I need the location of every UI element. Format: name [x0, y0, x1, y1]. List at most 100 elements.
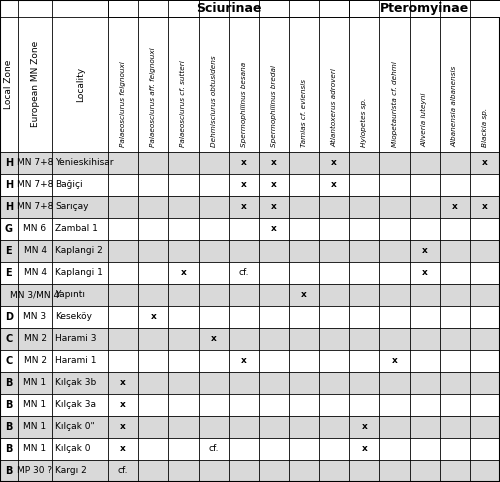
Bar [0, 152, 18, 174]
Bar [319, 284, 350, 306]
Text: Palaeosciurus feignouxi: Palaeosciurus feignouxi [120, 61, 126, 147]
Bar [0, 0, 18, 17]
Bar [440, 174, 470, 196]
Bar [18, 460, 52, 482]
Text: x: x [150, 312, 156, 321]
Bar [52, 17, 108, 152]
Text: MN 1: MN 1 [24, 422, 46, 431]
Text: x: x [482, 159, 488, 167]
Bar [168, 284, 198, 306]
Bar [350, 0, 500, 17]
Bar [52, 350, 108, 372]
Bar [198, 17, 228, 152]
Bar [18, 438, 52, 460]
Bar [350, 0, 380, 17]
Bar [259, 218, 289, 240]
Text: Kılçak 0": Kılçak 0" [55, 422, 94, 431]
Bar [228, 0, 259, 17]
Text: MN 3: MN 3 [24, 312, 46, 321]
Bar [52, 416, 108, 438]
Bar [350, 328, 380, 350]
Bar [0, 372, 18, 394]
Text: C: C [5, 334, 12, 344]
Text: Harami 3: Harami 3 [55, 335, 96, 344]
Bar [289, 174, 319, 196]
Bar [108, 152, 138, 174]
Text: Locality: Locality [76, 67, 84, 102]
Bar [380, 328, 410, 350]
Bar [168, 416, 198, 438]
Bar [440, 394, 470, 416]
Bar [289, 262, 319, 284]
Bar [168, 196, 198, 218]
Bar [289, 460, 319, 482]
Bar [108, 284, 138, 306]
Bar [259, 152, 289, 174]
Bar [350, 372, 380, 394]
Text: x: x [362, 444, 367, 454]
Text: Kaplangi 2: Kaplangi 2 [55, 246, 102, 255]
Bar [470, 394, 500, 416]
Bar [319, 328, 350, 350]
Bar [138, 17, 168, 152]
Bar [138, 416, 168, 438]
Bar [380, 262, 410, 284]
Bar [0, 306, 18, 328]
Bar [228, 218, 259, 240]
Bar [259, 0, 289, 17]
Bar [108, 240, 138, 262]
Text: x: x [120, 422, 126, 431]
Bar [138, 284, 168, 306]
Bar [380, 394, 410, 416]
Bar [289, 0, 319, 17]
Text: MN 4: MN 4 [24, 246, 46, 255]
Bar [350, 394, 380, 416]
Text: B: B [5, 466, 12, 476]
Bar [410, 174, 440, 196]
Bar [470, 416, 500, 438]
Bar [18, 0, 52, 17]
Text: E: E [6, 268, 12, 278]
Text: x: x [241, 180, 246, 189]
Text: x: x [271, 159, 277, 167]
Bar [228, 152, 259, 174]
Bar [470, 218, 500, 240]
Bar [350, 152, 380, 174]
Text: MN 1: MN 1 [24, 444, 46, 454]
Bar [470, 262, 500, 284]
Bar [440, 262, 470, 284]
Bar [410, 240, 440, 262]
Bar [0, 262, 18, 284]
Bar [319, 152, 350, 174]
Bar [0, 284, 18, 306]
Text: x: x [271, 180, 277, 189]
Bar [259, 460, 289, 482]
Bar [470, 196, 500, 218]
Bar [319, 438, 350, 460]
Text: Local Zone: Local Zone [4, 60, 14, 109]
Text: x: x [180, 268, 186, 278]
Bar [470, 152, 500, 174]
Bar [410, 306, 440, 328]
Bar [108, 17, 138, 152]
Text: x: x [332, 180, 337, 189]
Text: Pteromyinae: Pteromyinae [380, 2, 470, 15]
Text: Harami 1: Harami 1 [55, 356, 96, 365]
Bar [138, 460, 168, 482]
Bar [108, 0, 350, 17]
Text: x: x [271, 225, 277, 233]
Bar [18, 328, 52, 350]
Text: European MN Zone: European MN Zone [30, 41, 40, 127]
Text: x: x [241, 356, 246, 365]
Bar [18, 174, 52, 196]
Bar [289, 438, 319, 460]
Bar [138, 350, 168, 372]
Bar [198, 174, 228, 196]
Bar [470, 174, 500, 196]
Bar [138, 328, 168, 350]
Bar [168, 328, 198, 350]
Text: x: x [241, 159, 246, 167]
Bar [138, 174, 168, 196]
Bar [380, 284, 410, 306]
Bar [440, 17, 470, 152]
